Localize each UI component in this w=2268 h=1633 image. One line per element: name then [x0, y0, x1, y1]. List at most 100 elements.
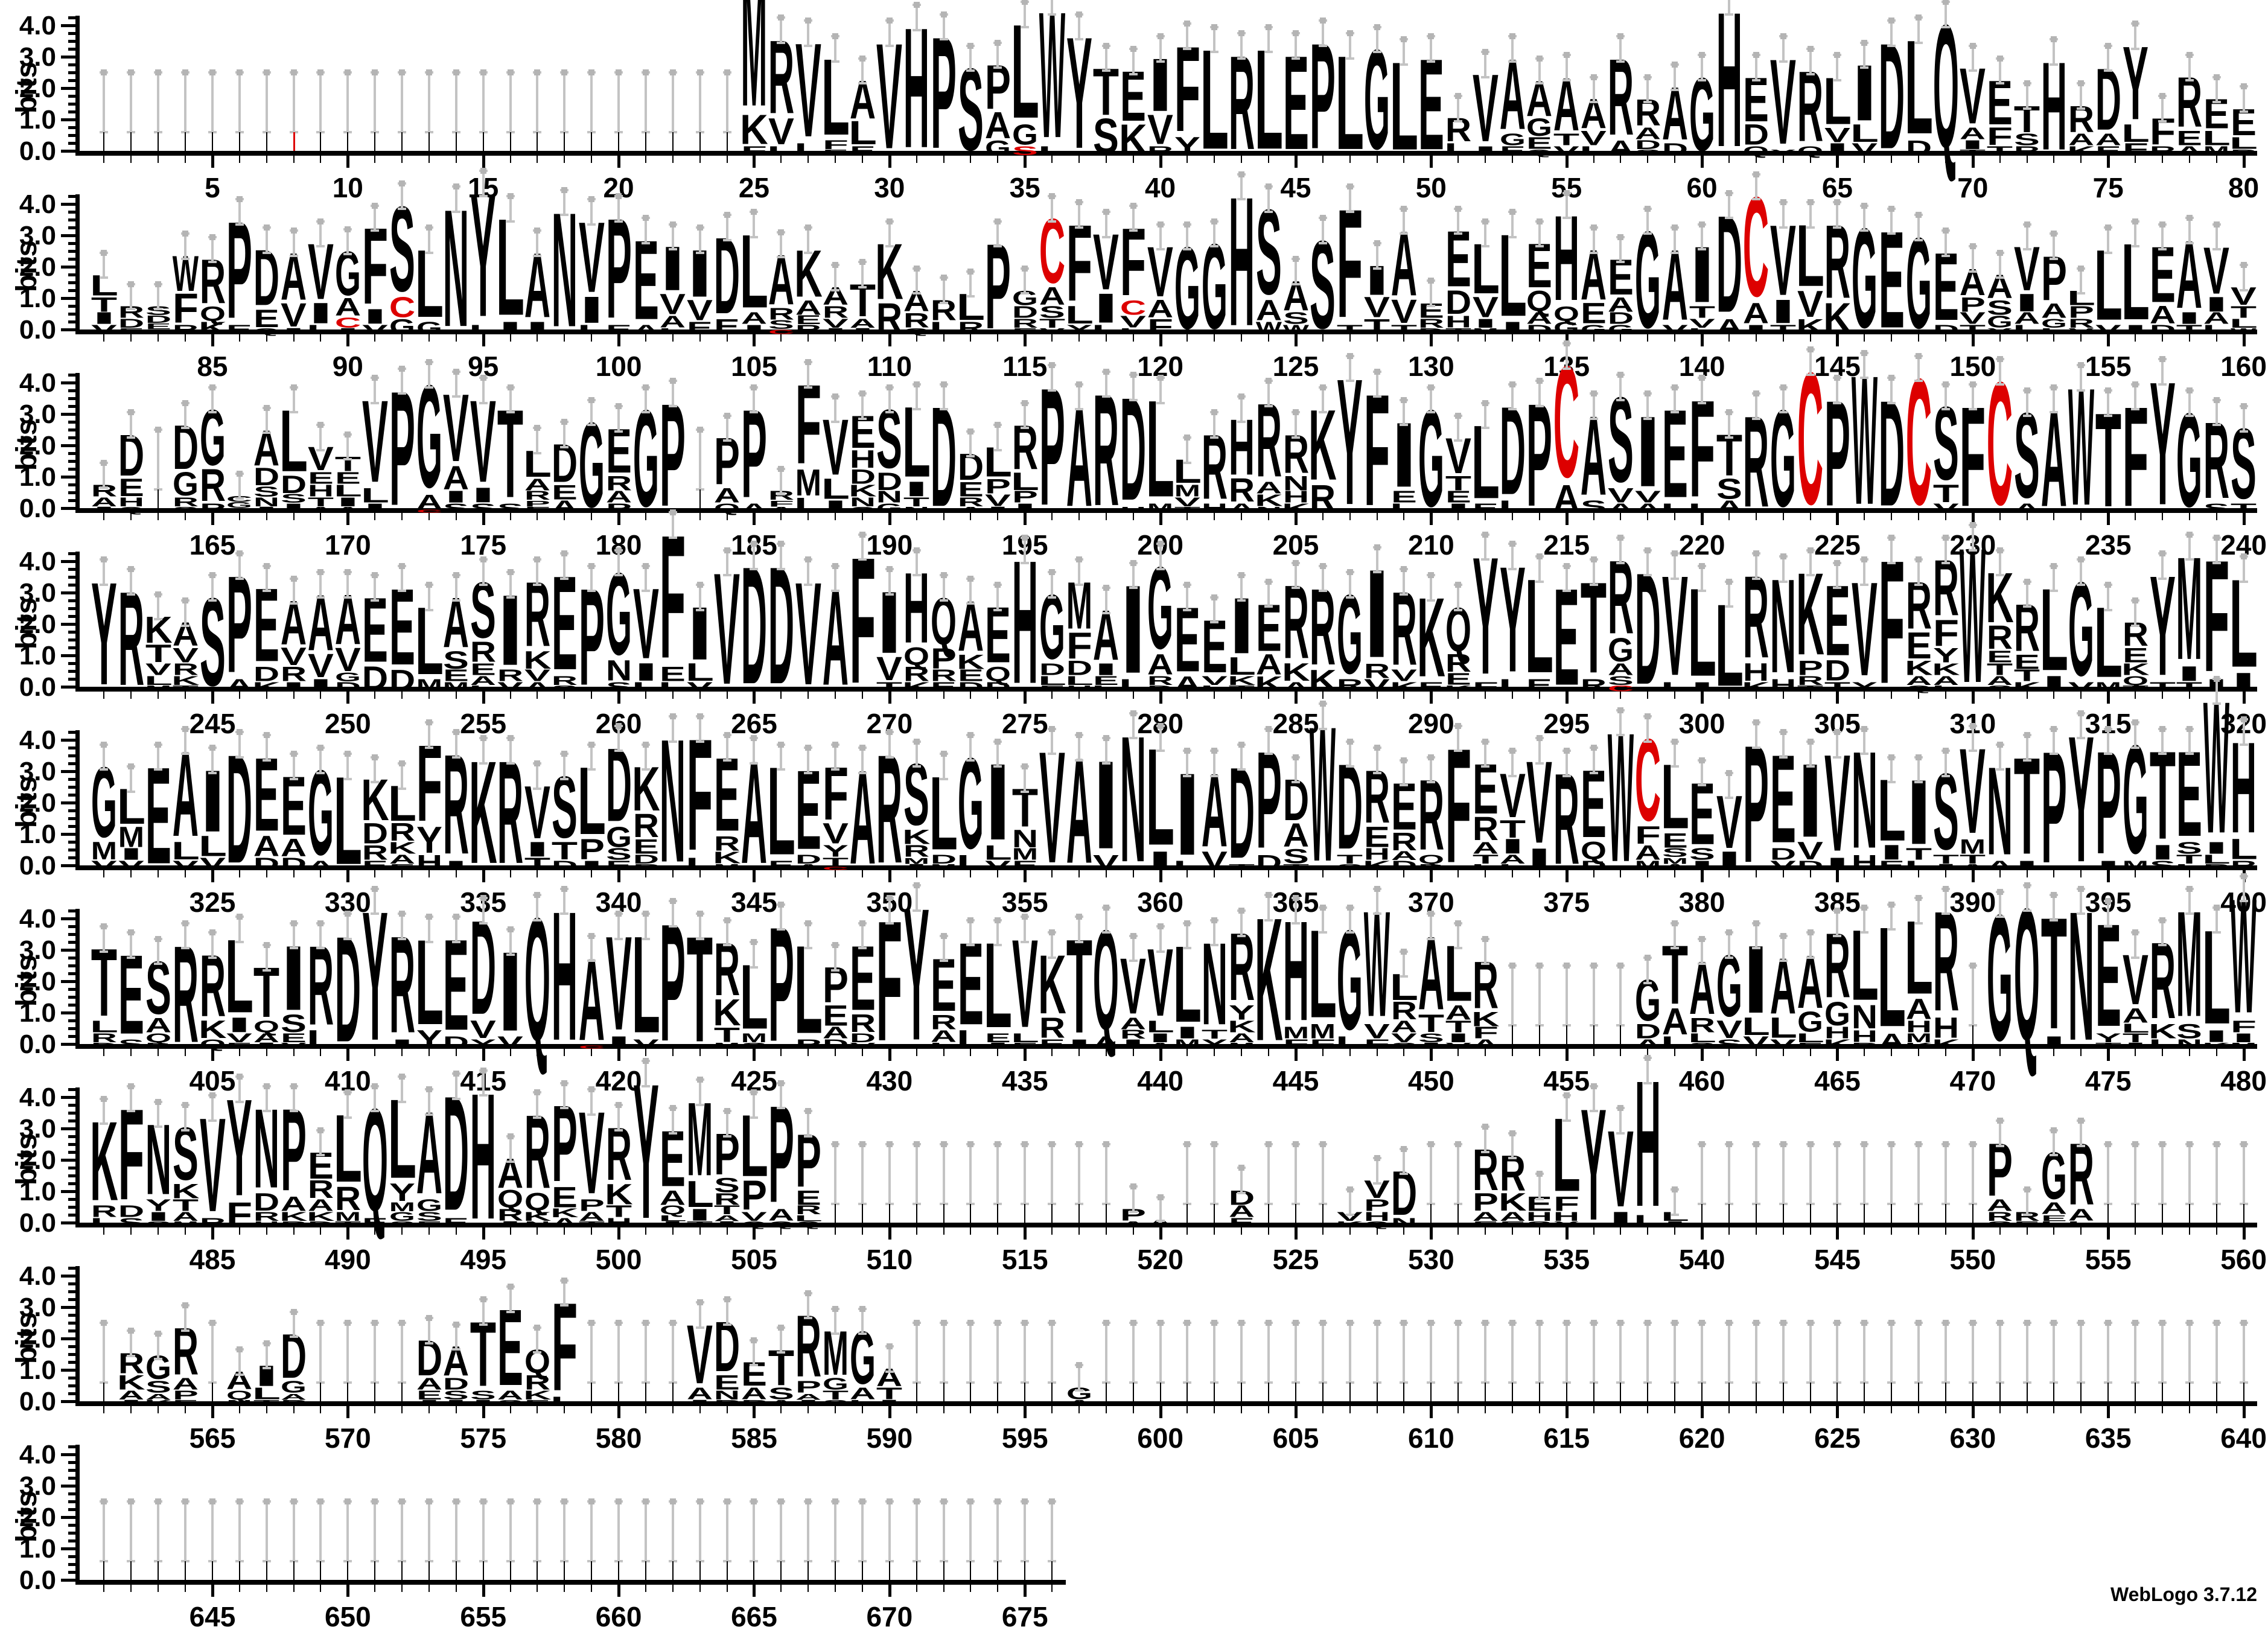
error-bar-marker [1482, 739, 1488, 745]
y-axis [75, 373, 80, 511]
error-bar-hairline [212, 132, 213, 151]
error-bar-marker [1808, 46, 1814, 52]
error-bar-stem [1728, 412, 1730, 438]
error-bar-stem [2053, 895, 2055, 920]
error-bar-stem [1078, 202, 1080, 228]
error-bar-marker [914, 381, 920, 387]
error-bar-marker [1238, 572, 1244, 578]
error-bar-hairline [130, 132, 132, 151]
error-bar-cap [1833, 587, 1841, 589]
error-bar-marker [155, 427, 161, 433]
error-bar-marker [724, 917, 730, 923]
error-bar-stem [969, 579, 972, 604]
y-tick [68, 957, 75, 960]
error-bar-stem [2080, 889, 2082, 914]
error-bar-marker [2105, 898, 2111, 904]
error-bar-marker [1699, 52, 1705, 58]
error-bar-stem [861, 59, 864, 84]
error-bar-marker [1320, 384, 1326, 390]
error-bar-marker [805, 745, 811, 751]
error-bar-stem [1213, 920, 1215, 946]
error-bar-marker [1347, 353, 1353, 359]
letter-glyph: L [2230, 574, 2257, 668]
error-bar-stem [1159, 726, 1162, 751]
letter-glyph: P [741, 404, 768, 498]
error-bar-stem [1240, 396, 1243, 422]
error-bar-stem [1376, 748, 1378, 773]
error-bar-marker [724, 547, 730, 553]
error-bar-stem [2026, 735, 2028, 760]
error-bar-marker [101, 742, 107, 748]
error-bar-marker [643, 384, 649, 390]
error-bar-marker [941, 381, 947, 387]
error-bar-stem [1267, 27, 1270, 53]
y-axis [75, 552, 80, 689]
letter-glyph: G [1336, 925, 1363, 1031]
error-bar-marker [1997, 250, 2003, 256]
error-bar-marker [561, 751, 567, 757]
error-bar-marker [2187, 726, 2193, 732]
error-bar-stem [2188, 218, 2191, 243]
error-bar-cap [1969, 549, 1977, 552]
error-bar-marker [697, 224, 703, 231]
error-bar-marker [1428, 33, 1434, 39]
error-bar-stem [753, 738, 755, 763]
error-bar-cap [506, 596, 515, 599]
error-bar-cap [966, 759, 975, 762]
error-bar-cap [1183, 775, 1191, 777]
error-bar-cap [2104, 753, 2112, 755]
error-bar-marker [1537, 56, 1543, 62]
error-bar-marker [1076, 914, 1082, 920]
error-bar-stem [699, 228, 701, 253]
error-bar-marker [1753, 390, 1759, 396]
error-bar-cap [1373, 772, 1381, 774]
error-bar-marker [2187, 215, 2193, 221]
error-bar-marker [561, 187, 567, 193]
error-bar-marker [832, 33, 838, 39]
error-bar-stem [834, 396, 836, 422]
y-axis [75, 194, 80, 332]
error-bar-marker [237, 550, 243, 556]
error-bar-cap [1454, 750, 1462, 752]
error-bar-marker [1482, 936, 1488, 942]
error-bar-marker [1347, 739, 1353, 745]
error-bar-marker [616, 911, 622, 917]
error-bar-cap [1752, 418, 1760, 420]
x-tick [211, 156, 214, 168]
x-tick [293, 156, 295, 163]
error-bar-cap [642, 938, 650, 940]
error-bar-cap [1887, 232, 1896, 235]
error-bar-marker [2078, 80, 2084, 86]
error-bar-stem [1890, 378, 1893, 403]
error-bar-marker [859, 920, 865, 926]
error-bar-marker [1509, 381, 1515, 387]
letter-glyph: A [2040, 404, 2068, 508]
error-bar-stem [346, 914, 349, 939]
x-tick [158, 156, 159, 163]
error-bar-marker [1320, 701, 1326, 707]
error-bar-marker [2051, 892, 2057, 898]
error-bar-stem [428, 722, 430, 748]
y-tick [68, 678, 75, 681]
error-bar-stem [1322, 21, 1324, 46]
y-tick [68, 460, 75, 463]
error-bar-cap [1237, 198, 1246, 200]
error-bar-marker [1482, 400, 1488, 406]
error-bar-stem [672, 512, 674, 538]
error-bar-cap [858, 558, 867, 561]
error-bar-cap [696, 938, 704, 940]
error-bar-marker [995, 582, 1001, 588]
x-tick [239, 156, 240, 163]
error-bar-cap [2185, 753, 2194, 755]
error-bar-cap [1996, 915, 2004, 918]
error-bar-stem [482, 378, 485, 403]
error-bar-marker [453, 69, 459, 75]
error-bar-cap [2131, 48, 2139, 50]
error-bar-marker [2241, 403, 2247, 409]
error-bar-marker [859, 259, 865, 265]
error-bar-cap [696, 609, 704, 611]
error-bar-stem [455, 72, 457, 132]
error-bar-stem [1674, 553, 1676, 579]
error-bar-cap [1292, 436, 1300, 439]
error-bar-marker [2132, 597, 2138, 603]
